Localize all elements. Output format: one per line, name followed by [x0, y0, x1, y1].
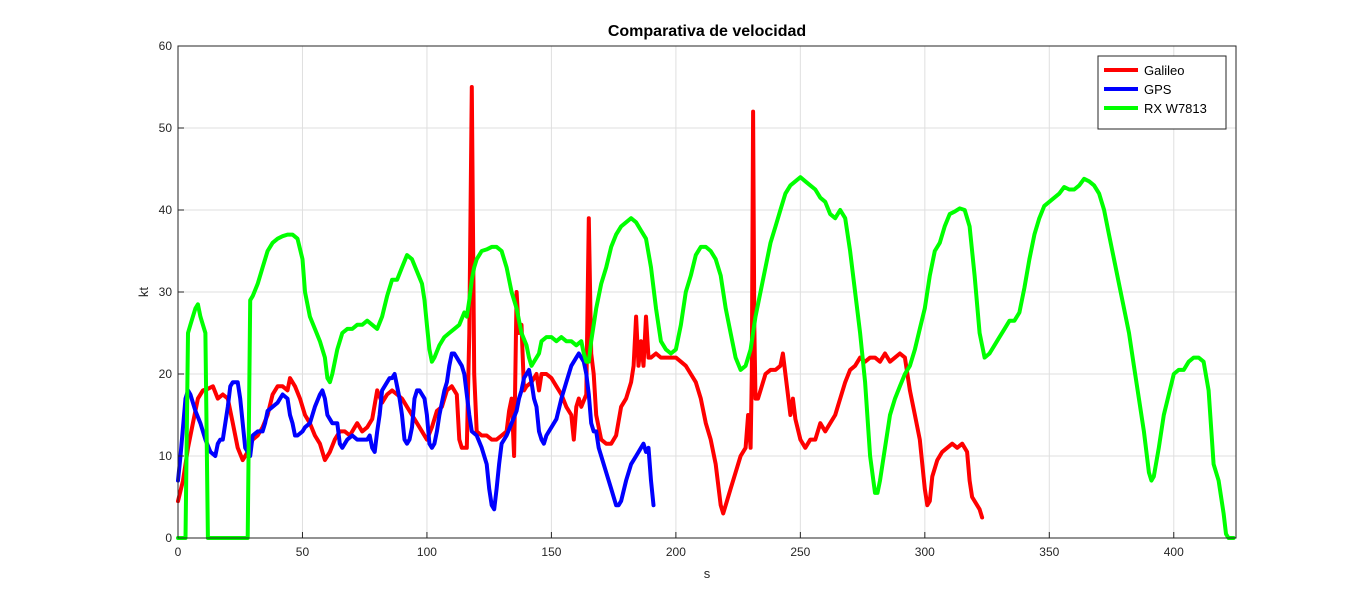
chart-title: Comparativa de velocidad	[608, 23, 806, 40]
y-tick-label: 20	[159, 367, 173, 381]
x-axis-label: s	[704, 566, 711, 581]
x-tick-label: 400	[1164, 545, 1184, 559]
series-line-gps	[176, 351, 656, 512]
legend: Galileo GPS RX W7813	[1097, 55, 1227, 130]
x-tick-label: 250	[790, 545, 810, 559]
series-line-galileo	[176, 85, 985, 520]
series-layer	[176, 85, 1236, 540]
y-tick-label: 50	[159, 121, 173, 135]
legend-entry: GPS	[1144, 82, 1172, 97]
series-line-rx-w7813	[176, 175, 1236, 540]
x-tick-label: 100	[417, 545, 437, 559]
legend-entry: RX W7813	[1144, 101, 1207, 116]
x-tick-label: 200	[666, 545, 686, 559]
y-tick-label: 0	[165, 531, 172, 545]
ticks: 0 50 100 150 200 250 300 350 400 0 10 20 30 40 50 60	[159, 39, 1184, 559]
y-tick-label: 60	[159, 39, 173, 53]
y-tick-label: 40	[159, 203, 173, 217]
y-tick-label: 10	[159, 449, 173, 463]
x-tick-label: 0	[175, 545, 182, 559]
x-tick-label: 350	[1039, 545, 1059, 559]
legend-entry: Galileo	[1144, 63, 1184, 78]
x-tick-label: 150	[541, 545, 561, 559]
x-tick-label: 300	[915, 545, 935, 559]
y-tick-label: 30	[159, 285, 173, 299]
x-tick-label: 50	[296, 545, 310, 559]
y-axis-label: kt	[136, 287, 151, 298]
